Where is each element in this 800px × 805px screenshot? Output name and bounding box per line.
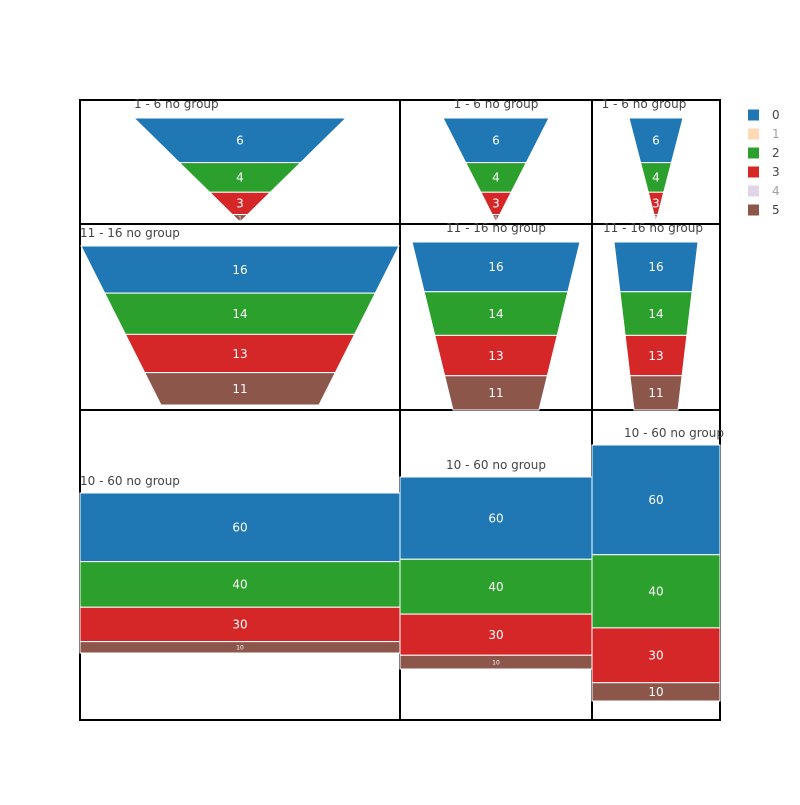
slice-value-label: 16	[488, 260, 503, 274]
slice-value-label: 40	[232, 578, 247, 592]
legend-label: 3	[772, 165, 780, 179]
legend-label: 5	[772, 203, 780, 217]
funnel-slice	[591, 682, 721, 702]
slice-value-label: 40	[648, 585, 663, 599]
panel-title: 1 - 6 no group	[602, 97, 687, 111]
panel-title: 1 - 6 no group	[454, 97, 539, 111]
slice-value-label: 60	[232, 521, 247, 535]
legend-swatch	[748, 128, 759, 140]
panel-title: 10 - 60 no group	[80, 474, 180, 488]
slice-value-label: 11	[648, 386, 663, 400]
slice-value-label: 10	[648, 685, 663, 699]
slice-value-label: 30	[232, 618, 247, 632]
legend-swatch	[748, 185, 759, 197]
funnel-slice	[629, 375, 683, 411]
slice-value-label: 60	[648, 493, 663, 507]
slice-value-label: 30	[648, 649, 663, 663]
slice-value-label: 3	[652, 197, 660, 211]
panel-title: 11 - 16 no group	[603, 221, 703, 235]
legend-label: 4	[772, 184, 780, 198]
slice-value-label: 4	[492, 171, 500, 185]
slice-value-label: 14	[488, 307, 503, 321]
funnel-slice	[231, 214, 249, 223]
panel-title: 11 - 16 no group	[80, 226, 180, 240]
funnel-slice	[444, 375, 548, 411]
funnel-slice	[653, 214, 659, 224]
slice-value-label: 1	[654, 215, 658, 222]
slice-value-label: 6	[492, 134, 500, 148]
slice-value-label: 1	[238, 215, 242, 222]
slice-value-label: 11	[488, 386, 503, 400]
funnel-slice	[491, 214, 501, 224]
slice-value-label: 3	[492, 197, 500, 211]
legend-swatch	[748, 204, 759, 216]
slice-value-label: 3	[236, 197, 244, 211]
slice-value-label: 13	[648, 349, 663, 363]
slice-value-label: 16	[232, 263, 247, 277]
legend-swatch	[748, 166, 759, 178]
panel-title: 10 - 60 no group	[624, 426, 724, 440]
slice-value-label: 14	[648, 307, 663, 321]
legend-swatch	[748, 109, 759, 121]
slice-value-label: 60	[488, 511, 503, 525]
slice-value-label: 16	[648, 260, 663, 274]
legend-label: 2	[772, 146, 780, 160]
slice-value-label: 10	[492, 659, 500, 666]
slice-value-label: 14	[232, 307, 247, 321]
funnel-slice	[143, 372, 337, 406]
legend-label: 0	[772, 108, 780, 122]
panel-title: 11 - 16 no group	[446, 221, 546, 235]
legend-swatch	[748, 147, 759, 159]
slice-value-label: 40	[488, 580, 503, 594]
slice-value-label: 4	[236, 171, 244, 185]
slice-value-label: 13	[488, 349, 503, 363]
slice-value-label: 30	[488, 628, 503, 642]
legend-label: 1	[772, 127, 780, 141]
panel-title: 10 - 60 no group	[446, 458, 546, 472]
slice-value-label: 6	[236, 134, 244, 148]
slice-value-label: 10	[236, 644, 244, 651]
slice-value-label: 1	[494, 215, 498, 222]
slice-value-label: 11	[232, 382, 247, 396]
slice-value-label: 6	[652, 134, 660, 148]
slice-value-label: 4	[652, 171, 660, 185]
panel-title: 1 - 6 no group	[134, 97, 219, 111]
slice-value-label: 13	[232, 347, 247, 361]
